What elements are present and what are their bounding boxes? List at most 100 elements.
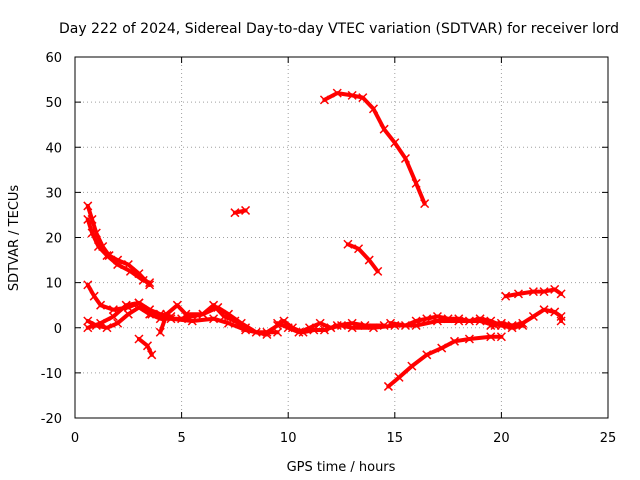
y-tick-label: 10 <box>45 277 62 292</box>
data-point <box>464 334 474 344</box>
data-point <box>142 341 153 351</box>
series-arc-10 <box>273 316 500 337</box>
data-point <box>550 307 560 317</box>
data-point <box>513 289 523 299</box>
data-point <box>89 291 99 301</box>
data-point <box>556 316 566 326</box>
data-point <box>83 323 93 333</box>
data-point <box>123 309 133 319</box>
series-arc-15 <box>501 284 566 301</box>
data-point <box>411 178 421 188</box>
data-point <box>528 311 538 321</box>
data-point <box>400 320 410 331</box>
data-point <box>486 332 496 342</box>
data-point <box>464 316 474 326</box>
data-point <box>147 309 157 319</box>
series-arc-13 <box>383 332 506 391</box>
data-point <box>373 266 383 276</box>
series-layer <box>83 88 566 391</box>
data-point <box>449 336 460 346</box>
data-point <box>125 266 135 276</box>
data-point <box>336 320 347 331</box>
data-point <box>134 298 144 308</box>
data-point <box>518 318 528 328</box>
data-point <box>422 350 432 360</box>
x-axis-label: GPS time / hours <box>287 460 396 475</box>
x-tick-label: 15 <box>387 431 404 446</box>
data-point <box>539 287 549 297</box>
y-tick-label: 50 <box>45 96 62 111</box>
series-arc-8 <box>230 205 251 218</box>
data-point <box>209 314 219 324</box>
data-point <box>83 214 93 224</box>
data-point <box>422 314 432 324</box>
data-point <box>390 138 400 148</box>
data-point <box>386 318 396 328</box>
data-point <box>219 311 229 321</box>
y-tick-label: 30 <box>45 186 62 201</box>
series-arc-16 <box>486 305 566 331</box>
data-point <box>454 314 464 324</box>
data-point <box>113 318 123 328</box>
y-tick-label: 0 <box>54 322 62 337</box>
data-point <box>93 241 103 252</box>
data-point <box>528 287 538 297</box>
data-point <box>368 323 379 333</box>
data-point <box>443 314 453 324</box>
series-track <box>322 91 427 206</box>
data-point <box>319 95 329 105</box>
data-point <box>198 309 208 319</box>
series-arc-7 <box>155 300 251 337</box>
data-point <box>230 316 240 326</box>
data-point <box>407 361 417 371</box>
data-point <box>262 327 272 337</box>
data-point <box>138 275 148 285</box>
series-arc-1 <box>83 201 155 290</box>
data-point <box>486 320 496 331</box>
data-point <box>83 280 93 290</box>
series-track <box>232 208 248 215</box>
data-point <box>230 208 240 218</box>
data-point <box>475 314 485 324</box>
data-point <box>364 255 374 265</box>
y-tick-label: 60 <box>45 51 62 66</box>
y-axis-label: SDTVAR / TECUs <box>7 185 22 292</box>
series-track <box>345 242 380 274</box>
data-point <box>83 201 93 211</box>
data-point <box>87 228 97 238</box>
data-point <box>304 323 315 333</box>
data-point <box>294 327 304 337</box>
data-point <box>347 323 357 333</box>
data-point <box>108 311 118 321</box>
data-point <box>102 251 112 261</box>
data-point <box>400 154 410 164</box>
data-point <box>379 124 389 134</box>
data-point <box>496 332 506 342</box>
series-arc-6 <box>134 334 157 360</box>
data-point <box>332 88 342 98</box>
y-axis-ticks: -20 -10 0 10 20 30 40 50 60 <box>41 51 608 427</box>
data-point <box>283 323 293 333</box>
series-arc-12 <box>343 239 383 276</box>
data-point <box>358 93 368 103</box>
plot-border <box>74 56 609 419</box>
data-point <box>241 205 251 215</box>
data-point <box>121 300 131 310</box>
data-point <box>134 334 144 344</box>
grid <box>75 57 608 418</box>
data-point <box>432 311 442 321</box>
data-point <box>315 318 325 328</box>
data-point <box>83 316 93 326</box>
data-point <box>394 372 404 382</box>
data-point <box>172 300 182 310</box>
data-point <box>411 316 421 326</box>
data-point <box>347 90 357 100</box>
y-tick-label: 40 <box>45 141 62 156</box>
data-point <box>556 289 566 299</box>
series-arc-11 <box>319 88 430 209</box>
data-point <box>501 291 511 301</box>
series-arc-2 <box>83 214 155 288</box>
x-tick-label: 10 <box>280 431 297 446</box>
data-point <box>155 327 165 337</box>
